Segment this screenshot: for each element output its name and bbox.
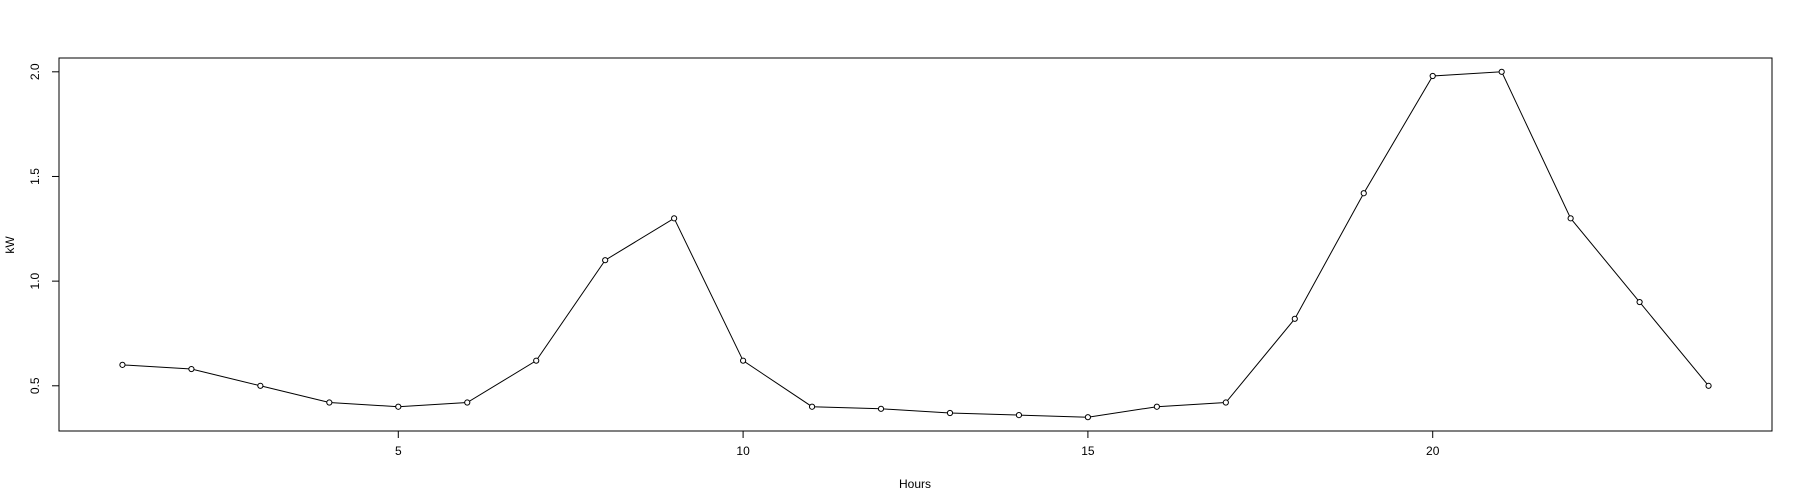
data-point: [671, 215, 678, 222]
y-axis-title: kW: [3, 236, 17, 254]
x-axis-title: Hours: [899, 477, 931, 491]
data-point: [1084, 414, 1092, 421]
data-point: [808, 403, 816, 410]
data-point: [1705, 382, 1712, 389]
data-point: [533, 357, 540, 364]
x-tick-label: 20: [1426, 444, 1440, 458]
data-point: [464, 399, 471, 406]
data-point: [395, 403, 402, 410]
data-point: [1015, 411, 1023, 419]
y-tick-label: 1.5: [28, 168, 42, 185]
axes: 5 10 15 20 0.5 1.0 1.5 2.0: [28, 63, 1440, 458]
y-tick-label: 0.5: [28, 377, 42, 394]
series-layer: [119, 68, 1712, 421]
x-tick-label: 10: [736, 444, 750, 458]
data-point: [602, 257, 609, 264]
data-point: [1222, 399, 1229, 406]
x-tick-label: 5: [395, 444, 402, 458]
data-point: [1291, 315, 1298, 322]
plot-frame: [58, 57, 1773, 432]
data-point: [1360, 190, 1367, 197]
x-tick-label: 15: [1081, 444, 1095, 458]
series-line: [122, 71, 1709, 418]
data-point: [1567, 215, 1574, 222]
data-point: [119, 361, 126, 368]
data-point: [326, 399, 333, 406]
data-point: [1429, 72, 1436, 80]
data-point: [739, 357, 747, 364]
y-tick-label: 2.0: [28, 63, 42, 80]
data-point: [1636, 298, 1643, 306]
data-point: [257, 382, 264, 389]
data-point: [946, 409, 954, 417]
data-point: [877, 405, 885, 412]
y-tick-label: 1.0: [28, 272, 42, 289]
data-point: [1498, 68, 1505, 75]
data-point: [1153, 403, 1160, 410]
data-point: [188, 365, 195, 373]
